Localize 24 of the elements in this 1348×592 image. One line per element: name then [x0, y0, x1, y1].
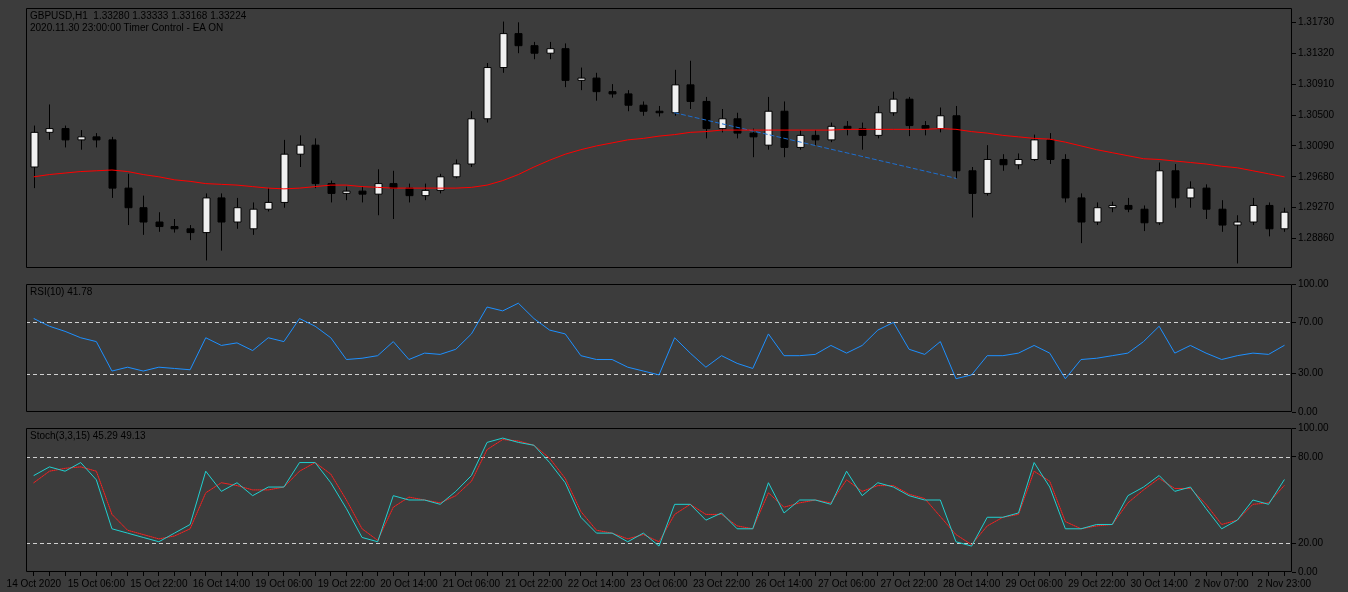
- chart-title: GBPUSD,H1 1.33280 1.33333 1.33168 1.33224: [30, 9, 247, 21]
- y-tick-label: 30.00: [1298, 367, 1324, 379]
- y-tick-label: 80.00: [1298, 450, 1324, 462]
- y-tick-label: 1.29680: [1298, 170, 1335, 182]
- y-tick-label: 1.29270: [1298, 201, 1335, 213]
- x-tick-label: 30 Oct 14:00: [1130, 577, 1189, 589]
- y-tick-label: 1.28860: [1298, 232, 1335, 244]
- text: 2020.11.30 23:00:00 Timer Control - EA ON: [30, 21, 224, 33]
- y-tick-label: 1.30910: [1298, 77, 1335, 89]
- x-tick-label: 21 Oct 06:00: [442, 577, 501, 589]
- y-tick-label: 1.30090: [1298, 139, 1335, 151]
- x-tick-label: 22 Oct 14:00: [567, 577, 626, 589]
- y-tick-label: 1.30500: [1298, 108, 1335, 120]
- y-tick-label: 1.31320: [1298, 46, 1335, 58]
- x-tick-label: 28 Oct 14:00: [942, 577, 1001, 589]
- x-tick-label: 27 Oct 22:00: [880, 577, 939, 589]
- x-tick-label: 23 Oct 22:00: [692, 577, 751, 589]
- chart-title: RSI(10) 41.78: [30, 285, 93, 297]
- x-tick-label: 15 Oct 06:00: [67, 577, 126, 589]
- y-tick-label: 70.00: [1298, 316, 1324, 328]
- x-tick-label: 16 Oct 14:00: [192, 577, 251, 589]
- chart-title: Stoch(3,3,15) 45.29 49.13: [30, 429, 147, 441]
- y-tick-label: 1.31730: [1298, 16, 1335, 28]
- x-tick-label: 19 Oct 22:00: [317, 577, 376, 589]
